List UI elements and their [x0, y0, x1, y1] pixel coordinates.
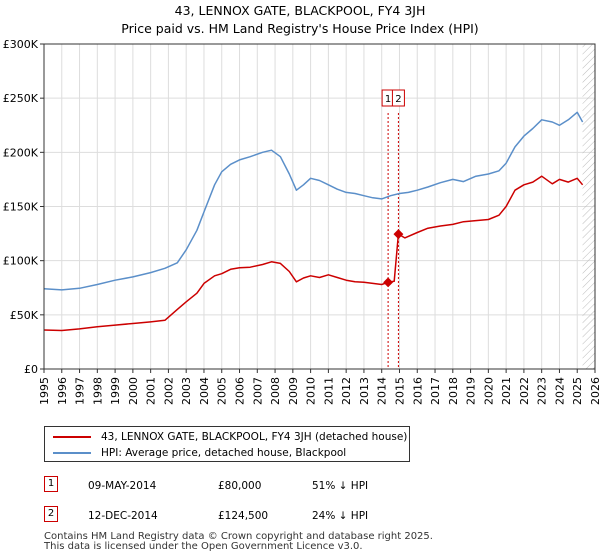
sale-price-1: £80,000	[218, 480, 262, 492]
x-tick-label: 2003	[180, 377, 193, 405]
sale-box-label: 1	[385, 94, 391, 105]
property-line	[43, 175, 584, 332]
x-tick-label: 2004	[198, 377, 211, 405]
x-tick-label: 1996	[56, 377, 69, 405]
x-tick-label: 1995	[38, 377, 51, 405]
sale-date-1: 09-MAY-2014	[88, 480, 157, 492]
legend: 43, LENNOX GATE, BLACKPOOL, FY4 3JH (det…	[44, 426, 410, 462]
legend-hpi-label: HPI: Average price, detached house, Blac…	[101, 447, 347, 459]
future-hatch-region	[582, 44, 595, 369]
y-tick-label: £50K	[10, 309, 39, 322]
x-tick-label: 2020	[482, 377, 495, 405]
sale-price-2: £124,500	[218, 510, 269, 522]
x-tick-label: 2009	[287, 377, 300, 405]
legend-item-property: 43, LENNOX GATE, BLACKPOOL, FY4 3JH (det…	[53, 429, 407, 445]
y-tick-label: £100K	[3, 255, 39, 268]
x-tick-label: 2016	[411, 377, 424, 405]
sale-box-label: 2	[395, 94, 401, 105]
sale-badge-1: 1	[44, 476, 58, 492]
x-tick-label: 2008	[269, 377, 282, 405]
x-tick-label: 2014	[376, 377, 389, 405]
legend-property-swatch	[53, 436, 91, 438]
x-tick-label: 2006	[234, 377, 247, 405]
chart-title: 43, LENNOX GATE, BLACKPOOL, FY4 3JH Pric…	[0, 2, 600, 38]
sale-point-marker	[393, 229, 404, 240]
sale-point-marker	[383, 277, 394, 288]
legend-property-label: 43, LENNOX GATE, BLACKPOOL, FY4 3JH (det…	[101, 431, 408, 443]
hpi-line	[43, 111, 584, 291]
legend-hpi-swatch	[53, 452, 91, 454]
title-line-1: 43, LENNOX GATE, BLACKPOOL, FY4 3JH	[174, 3, 426, 18]
sale-badge-2: 2	[44, 506, 58, 522]
x-tick-label: 2018	[447, 377, 460, 405]
x-tick-label: 2019	[465, 377, 478, 405]
x-tick-label: 2015	[393, 377, 406, 405]
y-tick-label: £300K	[3, 38, 39, 51]
x-tick-label: 2025	[571, 377, 584, 405]
x-tick-label: 2011	[322, 377, 335, 405]
sale-hpi-2: 24% ↓ HPI	[312, 510, 369, 522]
y-tick-label: £250K	[3, 92, 39, 105]
x-tick-label: 2017	[429, 377, 442, 405]
x-tick-label: 2002	[162, 377, 175, 405]
sale-date-2: 12-DEC-2014	[88, 510, 158, 522]
x-tick-label: 1998	[91, 377, 104, 405]
y-tick-label: £200K	[3, 146, 39, 159]
sale-box	[391, 89, 405, 107]
x-tick-label: 2013	[358, 377, 371, 405]
x-tick-label: 2012	[340, 377, 353, 405]
footer-line-1: Contains HM Land Registry data © Crown c…	[44, 531, 433, 542]
x-tick-label: 2001	[145, 377, 158, 405]
x-tick-label: 2000	[127, 377, 140, 405]
title-line-2: Price paid vs. HM Land Registry's House …	[121, 21, 479, 36]
x-tick-label: 2021	[500, 377, 513, 405]
sale-hpi-1: 51% ↓ HPI	[312, 480, 369, 492]
x-tick-label: 1999	[109, 377, 122, 405]
x-tick-label: 2023	[536, 377, 549, 405]
legend-item-hpi: HPI: Average price, detached house, Blac…	[53, 445, 346, 461]
x-tick-label: 2005	[216, 377, 229, 405]
x-tick-label: 1997	[74, 377, 87, 405]
x-tick-label: 2007	[251, 377, 264, 405]
footer-line-2: This data is licensed under the Open Gov…	[44, 541, 363, 552]
x-tick-label: 2022	[518, 377, 531, 405]
x-tick-label: 2026	[589, 377, 600, 405]
x-tick-label: 2010	[305, 377, 318, 405]
x-tick-label: 2024	[553, 377, 566, 405]
y-tick-label: £150K	[3, 201, 39, 214]
footer: Contains HM Land Registry data © Crown c…	[44, 532, 433, 552]
plot-frame	[43, 43, 596, 370]
y-tick-label: £0	[24, 363, 38, 376]
